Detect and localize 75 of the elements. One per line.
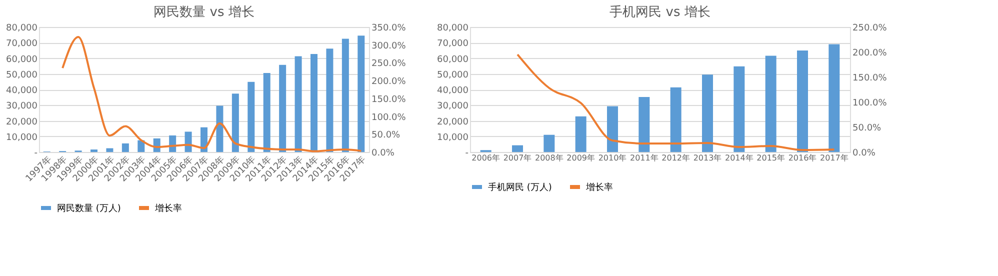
bar (342, 38, 349, 152)
x-tick-label: 2015年 (756, 154, 786, 162)
y2-tick-label: 100.0% (372, 112, 406, 123)
bar (106, 148, 114, 152)
x-tick-label: 2017年 (820, 154, 848, 162)
legend-label: 增长率 (154, 203, 182, 214)
y2-tick-label: 200.0% (372, 77, 406, 88)
bar (828, 44, 840, 152)
bar (310, 54, 318, 152)
y-tick-label: 40,000 (437, 86, 469, 96)
y-tick-label: 80,000 (437, 24, 469, 34)
x-tick-label: 2012年 (662, 154, 690, 162)
x-tick-label: 2008年 (534, 154, 564, 162)
line-series (516, 54, 836, 151)
x-tick-label: 2009年 (566, 154, 596, 162)
bar (765, 56, 776, 152)
bar (607, 106, 618, 152)
bar (122, 143, 129, 152)
y-tick-label: 30,000 (6, 102, 38, 112)
bar (232, 94, 239, 152)
bar (216, 106, 224, 152)
y-tick-label: 50,000 (6, 70, 38, 80)
bar (279, 64, 286, 152)
y2-tick-label: 100.0% (852, 98, 888, 108)
legend-label: 手机网民 (万人) (488, 182, 552, 193)
x-tick-label: 2014年 (724, 154, 754, 162)
chart-title: 网民数量 vs 增长 (154, 5, 254, 20)
bar (248, 82, 255, 152)
bar (638, 97, 650, 152)
y-tick-label: - (34, 148, 38, 158)
y-tick-label: 70,000 (6, 39, 38, 50)
bar (544, 134, 555, 152)
y-tick-label: 10,000 (437, 132, 469, 143)
y2-tick-label: 250.0% (372, 59, 406, 70)
chart-title: 手机网民 vs 增长 (610, 5, 710, 20)
bar (575, 116, 586, 152)
y-tick-label: 40,000 (6, 86, 38, 96)
y-tick-label: 60,000 (437, 54, 469, 65)
bar (734, 66, 745, 152)
y-tick-label: 20,000 (6, 117, 38, 128)
legend-label: 增长率 (585, 182, 613, 193)
y-tick-label: 70,000 (437, 39, 469, 50)
y2-tick-label: 50.0% (372, 130, 401, 141)
bar (294, 56, 302, 152)
x-tick-label: 2010年 (598, 154, 627, 162)
bar (326, 48, 334, 152)
y2-tick-label: 350.0% (372, 24, 406, 34)
legend-label: 网民数量 (万人) (57, 203, 121, 214)
bar (797, 50, 808, 152)
bar (512, 145, 523, 152)
y-tick-label: 80,000 (6, 24, 38, 34)
x-tick-label: 2011年 (630, 154, 658, 162)
x-tick-label: 2013年 (693, 154, 722, 162)
x-tick-label: 2016年 (788, 154, 817, 162)
bar (358, 36, 365, 152)
bar (670, 87, 682, 152)
y-tick-label: 50,000 (437, 70, 469, 80)
x-tick-label: 2007年 (503, 154, 532, 162)
line-series (62, 36, 362, 152)
y2-tick-label: 250.0% (852, 24, 888, 34)
y-tick-label: 20,000 (437, 117, 469, 128)
y2-tick-label: 150.0% (372, 94, 406, 105)
y2-tick-label: 0.0% (372, 148, 395, 158)
bar (263, 72, 270, 152)
y-tick-label: 30,000 (437, 102, 469, 112)
y-tick-label: - (465, 148, 468, 158)
y2-tick-label: 150.0% (852, 74, 888, 84)
x-tick-label: 2006年 (472, 154, 500, 162)
y2-tick-label: 50.0% (852, 124, 882, 134)
y-tick-label: 10,000 (6, 132, 38, 143)
y2-tick-label: 300.0% (372, 41, 406, 52)
y2-tick-label: 200.0% (852, 48, 888, 58)
y-tick-label: 60,000 (6, 54, 38, 65)
bar (702, 74, 713, 152)
y2-tick-label: 0.0% (852, 148, 876, 158)
